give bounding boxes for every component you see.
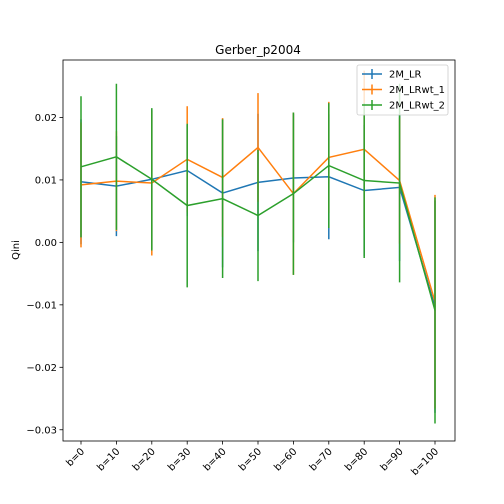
y-tick-label: −0.02 (26, 363, 57, 374)
series-2M_LRwt_2 (80, 83, 436, 424)
legend-label: 2M_LRwt_1 (389, 85, 445, 96)
y-axis-label: Qini (11, 240, 22, 260)
legend-item[interactable]: 2M_LRwt_2 (362, 100, 445, 112)
y-tick-label: 0.02 (35, 113, 57, 124)
y-tick-label: 0.00 (35, 238, 57, 249)
plot-frame (62, 59, 456, 442)
plot-area (80, 70, 436, 424)
y-tick-label: −0.01 (26, 300, 57, 311)
legend-label: 2M_LRwt_2 (389, 101, 445, 112)
chart-title: Gerber_p2004 (215, 43, 301, 57)
legend[interactable]: 2M_LR 2M_LRwt_1 2M_LRwt_2 (356, 64, 449, 116)
legend-box (356, 64, 449, 116)
legend-label: 2M_LR (389, 70, 422, 81)
legend-item[interactable]: 2M_LRwt_1 (362, 84, 445, 97)
y-tick-label: 0.01 (35, 175, 57, 186)
y-axis: −0.03 −0.02 −0.01 0.00 0.01 0.02 (26, 113, 63, 436)
y-tick-label: −0.03 (26, 425, 57, 436)
legend-item[interactable]: 2M_LR (362, 69, 422, 81)
